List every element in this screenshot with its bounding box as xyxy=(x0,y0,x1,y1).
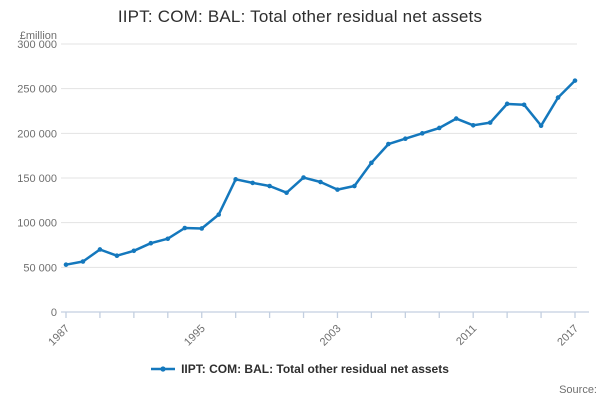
series-line xyxy=(64,79,577,266)
data-point-marker xyxy=(504,101,510,107)
data-point-marker xyxy=(267,183,272,189)
data-point-marker xyxy=(148,240,154,246)
data-point-marker xyxy=(284,190,289,196)
x-tick-label: 1987 xyxy=(46,323,72,349)
data-point-marker xyxy=(403,136,408,141)
y-tick-label: 100 000 xyxy=(17,218,57,230)
data-point-marker xyxy=(250,180,255,186)
x-tick-label: 2011 xyxy=(454,323,479,348)
data-point-marker xyxy=(301,175,306,180)
legend-label: IIPT: COM: BAL: Total other residual net… xyxy=(181,362,449,376)
y-tick-label: 50 000 xyxy=(23,262,57,274)
y-tick-label: 0 xyxy=(51,307,57,319)
data-point-marker xyxy=(131,248,137,254)
data-point-marker xyxy=(386,141,391,147)
data-point-marker xyxy=(487,120,493,125)
data-point-marker xyxy=(453,116,459,121)
legend-item[interactable]: IIPT: COM: BAL: Total other residual net… xyxy=(0,362,600,376)
data-point-marker xyxy=(470,122,476,128)
y-tick-label: 200 000 xyxy=(17,128,57,140)
x-tick-label: 1995 xyxy=(182,323,208,349)
data-point-marker xyxy=(369,160,374,166)
y-tick-label: 250 000 xyxy=(17,84,57,96)
data-point-marker xyxy=(182,225,188,231)
data-point-marker xyxy=(233,177,238,182)
source-label: Source: xyxy=(559,384,597,396)
data-point-marker xyxy=(521,102,527,108)
x-tick-label: 2017 xyxy=(555,323,581,349)
data-point-marker xyxy=(165,236,171,242)
data-point-marker xyxy=(318,179,323,185)
data-point-marker xyxy=(335,187,340,192)
y-axis-unit-label: £million xyxy=(19,30,57,42)
data-point-marker xyxy=(420,131,425,136)
data-point-marker xyxy=(436,125,442,131)
y-tick-label: 150 000 xyxy=(17,173,57,185)
y-tick-label: 300 000 xyxy=(17,39,57,51)
data-point-marker xyxy=(80,259,86,264)
data-point-marker xyxy=(63,262,69,267)
data-point-marker xyxy=(352,183,357,189)
data-point-marker xyxy=(538,123,544,129)
data-point-marker xyxy=(199,226,205,231)
chart-title: IIPT: COM: BAL: Total other residual net… xyxy=(117,7,483,26)
data-point-marker xyxy=(216,212,221,217)
plot-area: 0 50 000 100 000 150 000 200 000 250 000 300 0… xyxy=(17,39,589,349)
legend-line-marker-icon xyxy=(151,366,176,372)
data-point-marker xyxy=(114,253,120,259)
x-tick-label: 2003 xyxy=(318,323,344,349)
data-point-marker xyxy=(555,95,561,100)
data-point-marker xyxy=(97,247,103,252)
data-point-marker xyxy=(572,78,578,83)
